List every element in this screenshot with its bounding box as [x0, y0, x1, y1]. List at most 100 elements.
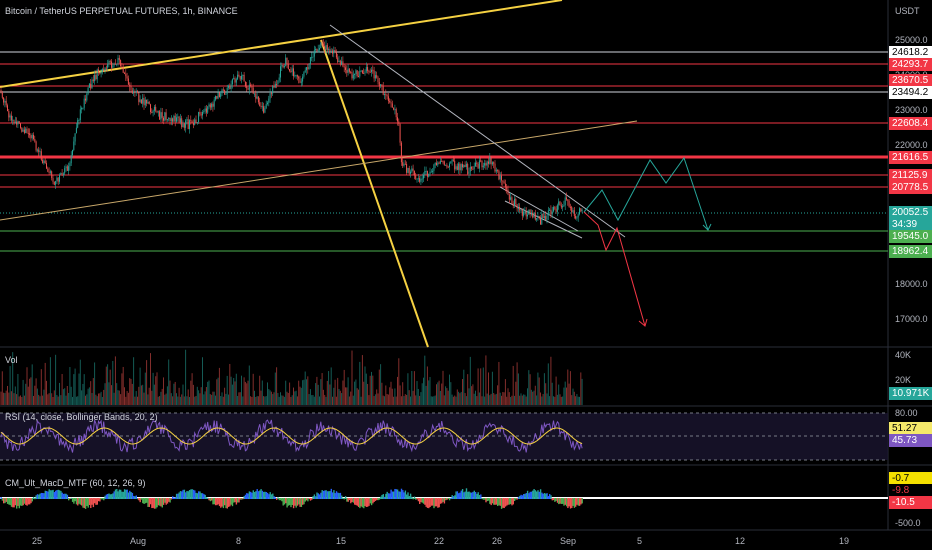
macd-bar: [529, 491, 531, 499]
volume-bar: [372, 375, 374, 405]
macd-bar: [51, 490, 53, 499]
macd-bar: [506, 498, 508, 506]
candle-body: [511, 197, 513, 204]
macd-bar: [162, 498, 165, 505]
price-tag-19545[interactable]: 19545.0: [889, 230, 932, 243]
volume-bar: [209, 394, 211, 405]
candle-body: [134, 91, 136, 93]
candle-body: [393, 107, 395, 110]
price-tag-21616[interactable]: 21616.5: [889, 151, 932, 164]
macd-bar: [214, 498, 217, 506]
volume-bar: [196, 386, 198, 405]
price-tag-18962[interactable]: 18962.4: [889, 245, 932, 258]
candle-body: [419, 178, 421, 182]
volume-bar: [125, 396, 127, 405]
candle-body: [222, 89, 224, 91]
macd-bar: [71, 498, 74, 502]
macd-bar: [226, 498, 228, 509]
volume-bar: [451, 394, 453, 405]
candle-body: [454, 160, 456, 170]
volume-bar: [134, 396, 136, 405]
volume-bar: [69, 367, 71, 405]
macd-bar: [550, 495, 552, 499]
volume-bar: [434, 395, 436, 405]
macd-bar: [1, 498, 4, 501]
candle-body: [109, 61, 111, 63]
price-tag-22608[interactable]: 22608.4: [889, 117, 932, 130]
candle-body: [538, 215, 540, 219]
volume-bar: [321, 373, 323, 405]
macd-bar: [380, 496, 382, 499]
candle-body: [198, 112, 200, 123]
candle-body: [489, 156, 491, 164]
currency-label: USDT: [895, 6, 920, 16]
macd-bar: [266, 492, 269, 499]
candle-body: [404, 163, 406, 165]
macd-bar: [12, 498, 14, 508]
candle-body: [277, 80, 279, 85]
trendlines[interactable]: [0, 0, 638, 348]
projection-paths[interactable]: [583, 156, 712, 327]
time-label: Sep: [560, 536, 577, 546]
macd-bar: [65, 493, 67, 499]
volume-bar: [263, 396, 265, 405]
candle-body: [267, 102, 268, 105]
macd-bar: [143, 498, 145, 504]
rsi-label[interactable]: RSI (14, close, Bollinger Bands, 20, 2): [5, 412, 158, 422]
volume-bar: [173, 383, 175, 405]
macd-bar: [190, 489, 192, 499]
volume-label[interactable]: Vol: [5, 355, 18, 365]
macd-bar: [552, 498, 555, 501]
macd-label[interactable]: CM_Ult_MacD_MTF (60, 12, 26, 9): [5, 478, 146, 488]
candle-body: [220, 93, 222, 98]
price-tag-20778[interactable]: 20778.5: [889, 181, 932, 194]
macd-bar: [299, 498, 301, 507]
macd-bar: [312, 496, 314, 499]
macd-bar: [252, 490, 254, 499]
volume-bar: [215, 395, 216, 405]
macd-bar: [272, 493, 274, 499]
macd-bar: [359, 498, 361, 509]
candle-body: [144, 99, 146, 106]
volume-bar: [511, 395, 513, 405]
macd-bar: [291, 498, 293, 505]
horizontal-levels[interactable]: [0, 51, 888, 252]
candle-body: [252, 87, 254, 94]
candle-body: [442, 161, 444, 163]
volume-bar: [346, 387, 348, 405]
last-price-tag[interactable]: 20052.5: [889, 206, 932, 219]
candle-body: [127, 78, 129, 85]
volume-bar: [508, 392, 510, 405]
price-tag-21125[interactable]: 21125.9: [889, 169, 932, 182]
macd-bar: [354, 498, 356, 505]
volume-bar: [286, 391, 288, 405]
candle-body: [547, 210, 549, 216]
macd-bar: [79, 498, 82, 505]
price-tag-23494[interactable]: 23494.2: [889, 86, 932, 99]
candle-body: [140, 99, 142, 104]
volume-bar: [259, 375, 261, 405]
macd-bar: [78, 498, 80, 504]
price-tag-24618[interactable]: 24618.2: [889, 46, 932, 59]
candle-body: [528, 209, 530, 215]
volume-bar: [580, 372, 582, 405]
volume-bar: [556, 394, 558, 405]
macd-bar: [121, 491, 123, 499]
candle-body: [394, 109, 396, 111]
price-tag-24293[interactable]: 24293.7: [889, 58, 932, 71]
macd-bar: [502, 498, 504, 508]
macd-bar: [465, 488, 468, 499]
candle-body: [25, 128, 27, 133]
macd-bar: [30, 498, 32, 504]
candle-body: [7, 105, 8, 112]
volume-tick: 40K: [895, 350, 912, 360]
candle-body: [472, 168, 474, 170]
volume-bar: [406, 394, 408, 405]
macd-bar: [321, 490, 323, 499]
price-tag-23670[interactable]: 23670.5: [889, 74, 932, 87]
macd-bar: [565, 498, 568, 507]
volume-bar: [326, 380, 328, 405]
macd-bar: [198, 491, 200, 499]
macd-bar: [75, 498, 78, 505]
